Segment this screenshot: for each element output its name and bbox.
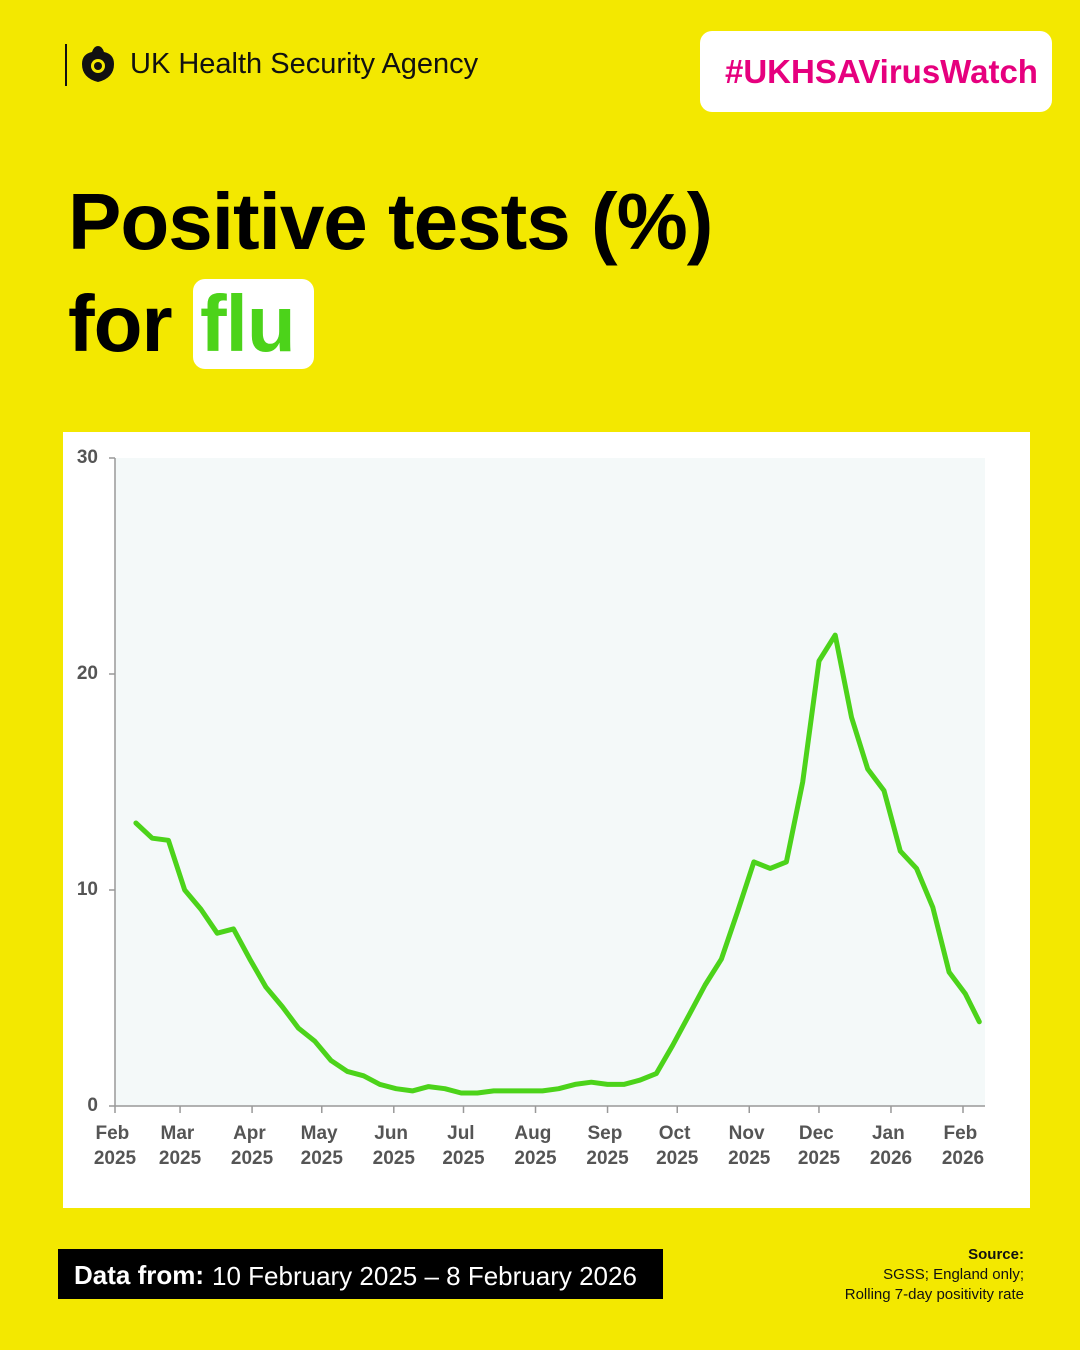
hashtag-box (700, 31, 1052, 112)
x-tick-label: Feb 2025 (94, 1123, 137, 1169)
x-tick-label: Aug 2025 (514, 1123, 557, 1169)
x-tick-label: Mar 2025 (159, 1123, 202, 1169)
source-label: Source: (968, 1246, 1024, 1263)
data-from: 10 February 2025 – 8 February 2026 (212, 1261, 637, 1291)
x-tick-label: Feb 2026 (942, 1123, 984, 1169)
x-tick-label: Dec 2025 (798, 1123, 841, 1169)
x-tick-label: Jun 2025 (373, 1123, 416, 1169)
plot-area (115, 458, 985, 1106)
logo (65, 44, 114, 86)
x-tick-label: Jan 2026 (870, 1123, 912, 1169)
y-tick-label: 0 (87, 1095, 98, 1116)
source: Source: SGSS; England only; Rolling 7-da… (845, 1245, 1024, 1305)
chart: 0 10 20 30 Feb 2025 Mar 2025 Apr 2025 May 2025 J… (77, 447, 985, 1169)
y-tick-label: 20 (77, 663, 98, 684)
x-tick-label: Apr 2025 (231, 1123, 274, 1169)
x-tick-label: May 2025 (301, 1123, 344, 1169)
line (133, 632, 982, 1096)
x-tick-label: Nov 2025 (728, 1123, 771, 1169)
title: Positive tests (%) (68, 177, 713, 266)
hashtag: #UKHSAVirusWatch (725, 53, 1038, 90)
x-tick-label: Oct 2025 (656, 1123, 699, 1169)
x-tick-label: Sep 2025 (586, 1123, 629, 1169)
highlight-box (193, 279, 314, 369)
title: for (68, 279, 173, 368)
data-from-box (58, 1249, 663, 1299)
data-from-label: Data from: (74, 1260, 205, 1290)
x-tick-label: Jul 2025 (442, 1123, 485, 1169)
org-name: UK Health Security Agency (130, 48, 479, 80)
source-line: SGSS; England only; (883, 1266, 1024, 1283)
source-line: Rolling 7-day positivity rate (844, 1286, 1024, 1303)
y-tick-label: 30 (77, 447, 98, 468)
y-tick-label: 10 (77, 879, 98, 900)
title-highlight: flu (200, 279, 296, 368)
